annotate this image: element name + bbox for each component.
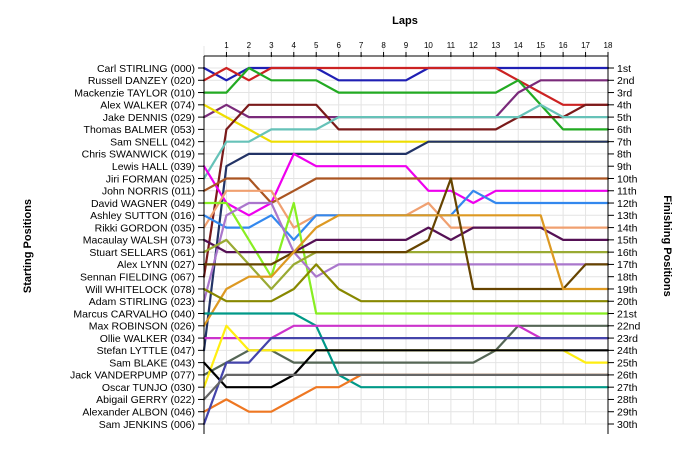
- finishing-position-label: 27th: [617, 382, 638, 394]
- series-line: [202, 140, 610, 352]
- lap-tick-label: 5: [314, 41, 319, 50]
- starting-position-label: Oscar TUNJO (030): [102, 382, 195, 394]
- starting-position-label: Macaulay WALSH (073): [83, 235, 195, 247]
- finishing-position-label: 30th: [617, 419, 638, 431]
- finishing-position-label: 17th: [617, 259, 638, 271]
- lap-tick-label: 11: [447, 41, 456, 50]
- finishing-position-label: 14th: [617, 222, 638, 234]
- starting-position-label: Russell DANZEY (020): [88, 75, 195, 87]
- finishing-position-label: 21st: [617, 308, 637, 320]
- starting-position-label: Sam SNELL (042): [110, 136, 195, 148]
- axes: [198, 52, 614, 434]
- finishing-position-label: 16th: [617, 247, 638, 259]
- series-line: [202, 337, 610, 426]
- finishing-position-label: 6th: [617, 124, 632, 136]
- starting-position-label: Alexander ALBON (046): [82, 407, 195, 419]
- finishing-position-label: 20th: [617, 296, 638, 308]
- lap-tick-label: 13: [491, 41, 500, 50]
- series-line: [202, 177, 610, 291]
- starting-position-label: Ashley SUTTON (016): [90, 210, 195, 222]
- finishing-position-label: 1st: [617, 63, 631, 75]
- starting-position-label: Marcus CARVALHO (040): [73, 308, 195, 320]
- starting-position-label: Jack VANDERPUMP (077): [70, 370, 195, 382]
- finishing-position-label: 5th: [617, 112, 632, 124]
- starting-position-label: Lewis HALL (039): [112, 161, 195, 173]
- finishing-position-label: 23rd: [617, 333, 638, 345]
- series-line: [202, 226, 610, 254]
- series-line: [202, 103, 610, 278]
- y-axis-title-left: Starting Positions: [22, 199, 34, 293]
- starting-position-label: Carl STIRLING (000): [97, 63, 195, 75]
- lap-tick-label: 9: [404, 41, 409, 50]
- starting-position-label: Rikki GORDON (035): [95, 222, 195, 234]
- lap-tick-label: 14: [514, 41, 523, 50]
- y-axis-title-right: Finishing Positions: [661, 195, 673, 296]
- starting-position-label: Chris SWANWICK (019): [82, 149, 195, 161]
- starting-position-label: Abigail GERRY (022): [96, 394, 195, 406]
- finishing-position-label: 18th: [617, 271, 638, 283]
- finishing-position-label: 8th: [617, 149, 632, 161]
- starting-position-label: Max ROBINSON (026): [89, 321, 195, 333]
- starting-position-label: Jake DENNIS (029): [103, 112, 195, 124]
- starting-position-label: Sennan FIELDING (067): [80, 271, 195, 283]
- starting-position-label: Alex LYNN (027): [117, 259, 195, 271]
- series-line: [202, 312, 610, 389]
- finishing-position-label: 11th: [617, 186, 637, 198]
- finishing-position-label: 13th: [617, 210, 638, 222]
- finishing-position-label: 28th: [617, 394, 638, 406]
- lap-tick-label: 12: [469, 41, 478, 50]
- starting-position-label: David WAGNER (049): [91, 198, 195, 210]
- starting-position-label: Jiri FORMAN (025): [106, 173, 195, 185]
- lap-tick-label: 3: [269, 41, 274, 50]
- finishing-position-label: 12th: [617, 198, 638, 210]
- starting-position-label: Stefan LYTTLE (047): [97, 345, 195, 357]
- finishing-position-label: 3rd: [617, 87, 632, 99]
- finishing-position-label: 22nd: [617, 321, 641, 333]
- finishing-position-label: 26th: [617, 370, 638, 382]
- starting-position-label: Ollie WALKER (034): [100, 333, 195, 345]
- series-line: [202, 201, 610, 303]
- lap-tick-label: 8: [381, 41, 386, 50]
- series-line: [202, 214, 610, 327]
- starting-position-label: Sam BLAKE (043): [109, 357, 195, 369]
- lap-tick-label: 7: [359, 41, 364, 50]
- finishing-position-label: 10th: [617, 173, 638, 185]
- starting-position-label: Adam STIRLING (023): [89, 296, 195, 308]
- starting-position-label: Sam JENKINS (006): [99, 419, 195, 431]
- series-line: [202, 349, 610, 389]
- series-lines: [202, 66, 610, 426]
- series-line: [202, 66, 610, 106]
- finishing-position-label: 15th: [617, 235, 638, 247]
- lap-tick-label: 16: [559, 41, 568, 50]
- series-line: [202, 263, 610, 303]
- starting-position-label: Mackenzie TAYLOR (010): [74, 87, 195, 99]
- starting-position-label: Will WHITELOCK (078): [85, 284, 195, 296]
- starting-position-label: John NORRIS (011): [102, 186, 195, 198]
- lap-tick-label: 4: [292, 41, 297, 50]
- lap-tick-label: 15: [536, 41, 545, 50]
- finishing-position-label: 9th: [617, 161, 632, 173]
- lap-tick-label: 1: [224, 41, 229, 50]
- series-line: [202, 373, 610, 401]
- finishing-position-label: 29th: [617, 407, 638, 419]
- lap-tick-label: 17: [581, 41, 590, 50]
- lap-tick-label: 10: [424, 41, 433, 50]
- starting-position-label: Thomas BALMER (053): [84, 124, 195, 136]
- finishing-position-label: 4th: [617, 100, 632, 112]
- finishing-position-label: 2nd: [617, 75, 635, 87]
- series-line: [202, 103, 610, 180]
- finishing-position-label: 25th: [617, 357, 638, 369]
- lap-tick-label: 6: [336, 41, 341, 50]
- finishing-position-label: 24th: [617, 345, 638, 357]
- finishing-position-label: 19th: [617, 284, 638, 296]
- lap-tick-label: 2: [247, 41, 252, 50]
- starting-position-label: Alex WALKER (074): [100, 100, 195, 112]
- lap-tick-label: 18: [604, 41, 613, 50]
- finishing-position-label: 7th: [617, 136, 632, 148]
- starting-position-label: Stuart SELLARS (061): [89, 247, 195, 259]
- x-axis-title: Laps: [392, 15, 418, 27]
